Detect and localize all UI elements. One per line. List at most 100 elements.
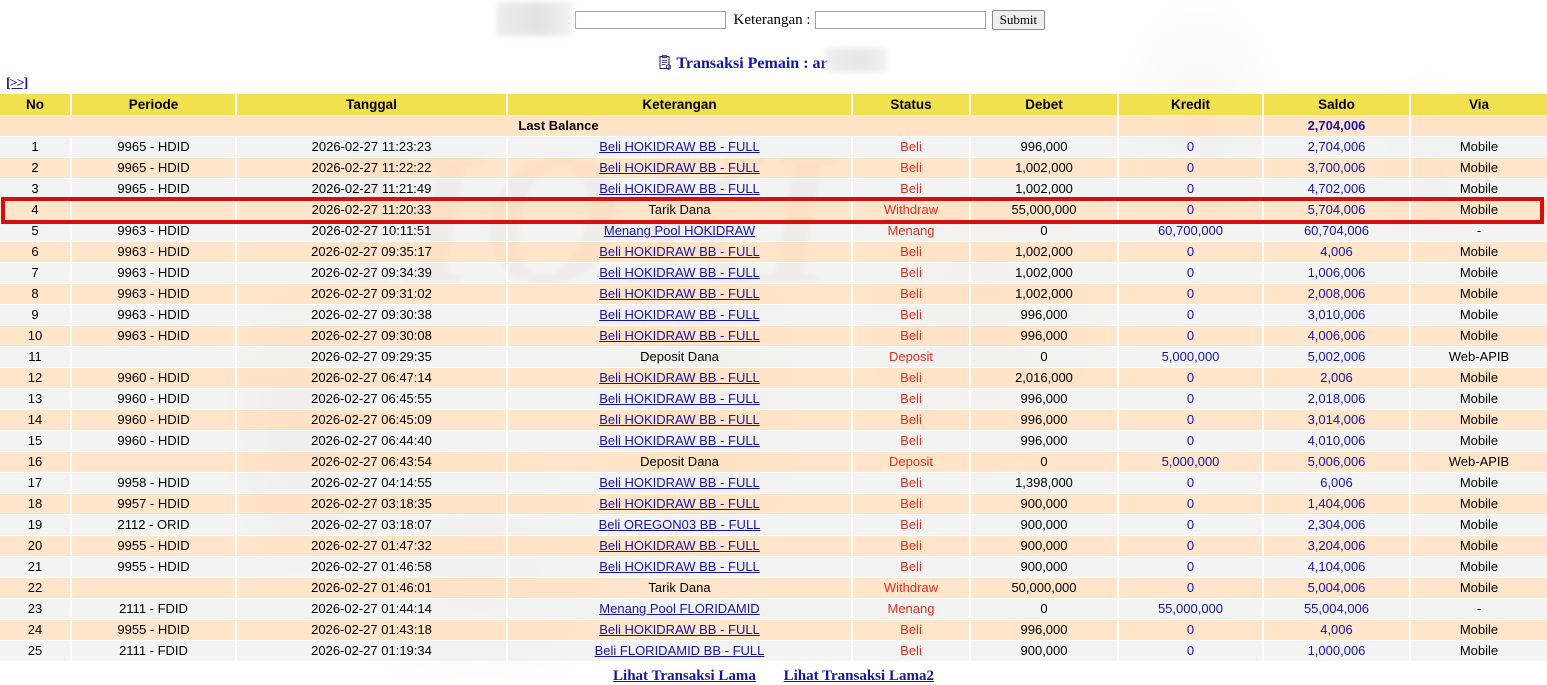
cell-debet: 1,002,000 [970,178,1119,200]
cell-keterangan[interactable]: Beli HOKIDRAW BB - FULL [507,325,853,347]
cell-no: 1 [0,136,72,158]
cell-saldo: 3,700,006 [1263,157,1411,179]
keterangan-link[interactable]: Beli HOKIDRAW BB - FULL [599,475,760,490]
cell-tanggal: 2026-02-27 06:43:54 [236,451,508,473]
table-row: 10 9963 - HDID 2026-02-27 09:30:08 Beli HOK… [0,325,1547,347]
keterangan-link[interactable]: Beli HOKIDRAW BB - FULL [599,160,760,175]
keterangan-link[interactable]: Beli HOKIDRAW BB - FULL [599,265,760,280]
cell-status: Beli [852,493,971,515]
cell-status: Beli [852,535,971,557]
cell-saldo: 2,008,006 [1263,283,1411,305]
cell-keterangan[interactable]: Beli HOKIDRAW BB - FULL [507,178,853,200]
cell-keterangan[interactable]: Beli HOKIDRAW BB - FULL [507,241,853,263]
cell-debet: 900,000 [970,640,1119,662]
cell-saldo: 3,204,006 [1263,535,1411,557]
cell-keterangan[interactable]: Beli HOKIDRAW BB - FULL [507,262,853,284]
cell-keterangan[interactable]: Menang Pool FLORIDAMID [507,598,853,620]
username-input[interactable] [574,11,726,29]
cell-keterangan[interactable]: Beli HOKIDRAW BB - FULL [507,283,853,305]
cell-status: Beli [852,136,971,158]
cell-tanggal: 2026-02-27 09:31:02 [236,283,508,305]
cell-keterangan[interactable]: Beli HOKIDRAW BB - FULL [507,493,853,515]
cell-status: Beli [852,283,971,305]
cell-keterangan[interactable]: Beli HOKIDRAW BB - FULL [507,367,853,389]
col-header-via[interactable]: Via [1410,94,1547,115]
keterangan-link[interactable]: Beli HOKIDRAW BB - FULL [599,244,760,259]
table-row: 25 2111 - FDID 2026-02-27 01:19:34 Beli FLO… [0,640,1547,662]
keterangan-input[interactable] [814,11,986,29]
cell-via: Mobile [1410,199,1547,221]
table-row: 23 2111 - FDID 2026-02-27 01:44:14 Menang P… [0,598,1547,620]
table-row: 11 2026-02-27 09:29:35 Deposit Dana Deposit… [0,346,1547,368]
keterangan-link[interactable]: Beli HOKIDRAW BB - FULL [599,370,760,385]
next-page-link[interactable]: [>>] [6,76,28,91]
table-row: 4 2026-02-27 11:20:33 Tarik Dana Withdraw 55… [0,199,1547,221]
cell-keterangan[interactable]: Menang Pool HOKIDRAW [507,220,853,242]
cell-keterangan[interactable]: Beli HOKIDRAW BB - FULL [507,556,853,578]
lihat-transaksi-lama-link[interactable]: Lihat Transaksi Lama [613,668,756,684]
cell-keterangan[interactable]: Beli HOKIDRAW BB - FULL [507,388,853,410]
cell-no: 18 [0,493,72,515]
keterangan-link[interactable]: Beli HOKIDRAW BB - FULL [599,496,760,511]
cell-kredit: 0 [1118,367,1264,389]
cell-keterangan[interactable]: Beli HOKIDRAW BB - FULL [507,430,853,452]
cell-tanggal: 2026-02-27 01:46:58 [236,556,508,578]
table-row: 1 9965 - HDID 2026-02-27 11:23:23 Beli HOKI… [0,136,1547,158]
cell-keterangan[interactable]: Beli OREGON03 BB - FULL [507,514,853,536]
cell-keterangan[interactable]: Beli HOKIDRAW BB - FULL [507,535,853,557]
cell-keterangan[interactable]: Beli HOKIDRAW BB - FULL [507,157,853,179]
col-header-no[interactable]: No [0,94,72,115]
cell-no: 10 [0,325,72,347]
keterangan-link[interactable]: Menang Pool HOKIDRAW [603,223,756,238]
keterangan-link[interactable]: Beli HOKIDRAW BB - FULL [599,181,760,196]
cell-kredit: 5,000,000 [1118,451,1264,473]
cell-periode [71,199,237,221]
keterangan-link[interactable]: Beli HOKIDRAW BB - FULL [599,307,760,322]
cell-kredit: 0 [1118,325,1264,347]
keterangan-link[interactable]: Beli FLORIDAMID BB - FULL [594,643,765,658]
col-header-periode[interactable]: Periode [71,94,237,115]
table-row: 20 9955 - HDID 2026-02-27 01:47:32 Beli HOK… [0,535,1547,557]
submit-button[interactable]: Submit [991,10,1046,30]
lihat-transaksi-lama2-link[interactable]: Lihat Transaksi Lama2 [783,668,934,684]
cell-via: Mobile [1410,304,1547,326]
keterangan-link[interactable]: Menang Pool FLORIDAMID [599,601,760,616]
keterangan-link[interactable]: Beli HOKIDRAW BB - FULL [599,286,760,301]
cell-keterangan[interactable]: Beli HOKIDRAW BB - FULL [507,619,853,641]
col-header-status[interactable]: Status [852,94,971,115]
cell-keterangan[interactable]: Beli HOKIDRAW BB - FULL [507,472,853,494]
keterangan-link[interactable]: Beli HOKIDRAW BB - FULL [599,538,760,553]
cell-periode: 9965 - HDID [71,157,237,179]
cell-keterangan[interactable]: Beli HOKIDRAW BB - FULL [507,304,853,326]
cell-keterangan[interactable]: Beli FLORIDAMID BB - FULL [507,640,853,662]
keterangan-link[interactable]: Beli HOKIDRAW BB - FULL [599,391,760,406]
cell-saldo: 5,006,006 [1263,451,1411,473]
cell-tanggal: 2026-02-27 06:45:09 [236,409,508,431]
cell-saldo: 1,006,006 [1263,262,1411,284]
cell-no: 11 [0,346,72,368]
keterangan-link[interactable]: Beli HOKIDRAW BB - FULL [599,559,760,574]
col-header-tanggal[interactable]: Tanggal [236,94,508,115]
cell-tanggal: 2026-02-27 01:43:18 [236,619,508,641]
keterangan-link[interactable]: Beli HOKIDRAW BB - FULL [599,433,760,448]
cell-periode: 9957 - HDID [71,493,237,515]
cell-keterangan[interactable]: Beli HOKIDRAW BB - FULL [507,409,853,431]
keterangan-link[interactable]: Beli OREGON03 BB - FULL [598,517,761,532]
cell-debet: 900,000 [970,535,1119,557]
keterangan-link[interactable]: Beli HOKIDRAW BB - FULL [599,139,760,154]
col-header-keterangan[interactable]: Keterangan [507,94,853,115]
cell-no: 20 [0,535,72,557]
col-header-kredit[interactable]: Kredit [1118,94,1264,115]
keterangan-link[interactable]: Beli HOKIDRAW BB - FULL [599,412,760,427]
cell-periode: 9963 - HDID [71,241,237,263]
cell-no: 23 [0,598,72,620]
keterangan-link[interactable]: Beli HOKIDRAW BB - FULL [599,328,760,343]
cell-keterangan[interactable]: Beli HOKIDRAW BB - FULL [507,136,853,158]
cell-periode: 9965 - HDID [71,178,237,200]
col-header-debet[interactable]: Debet [970,94,1119,115]
col-header-saldo[interactable]: Saldo [1263,94,1411,115]
cell-via: Mobile [1410,514,1547,536]
keterangan-link[interactable]: Beli HOKIDRAW BB - FULL [599,622,760,637]
cell-kredit: 0 [1118,409,1264,431]
cell-via: Mobile [1410,241,1547,263]
